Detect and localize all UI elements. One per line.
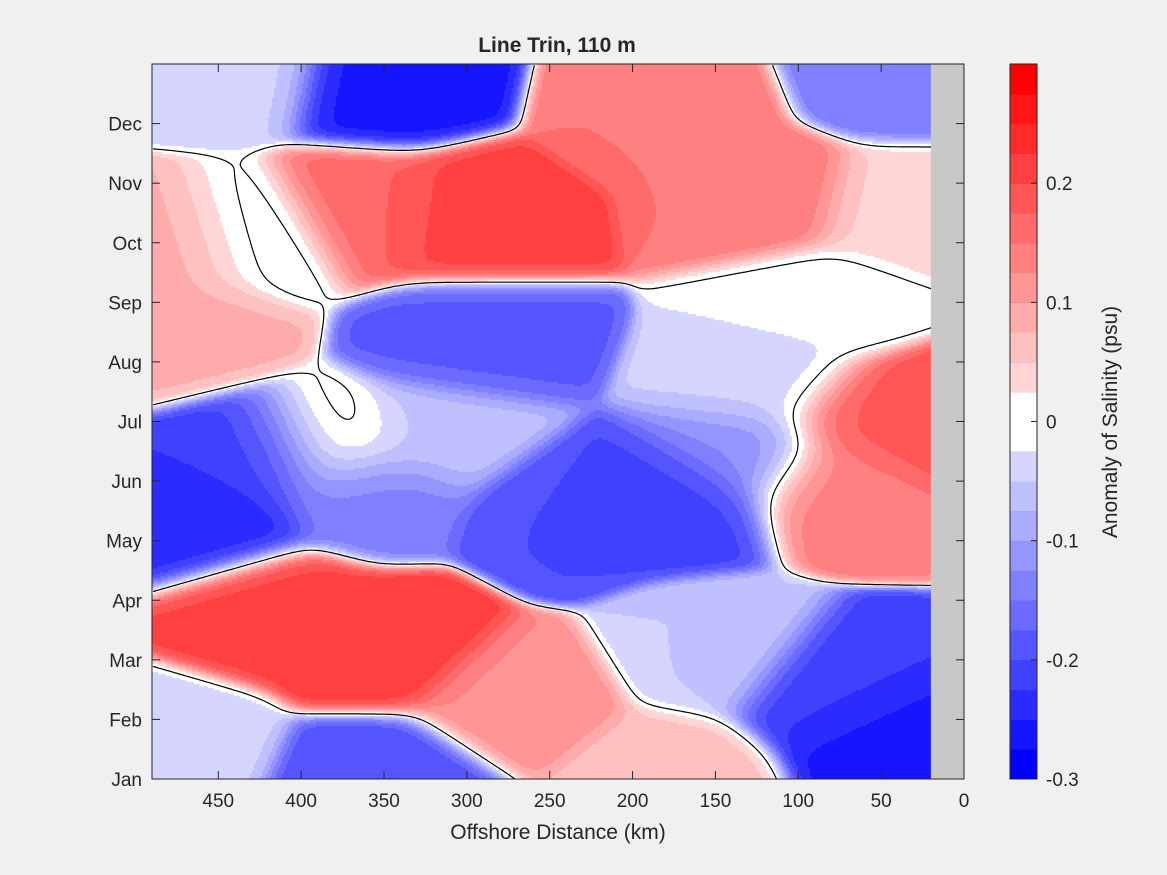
colorbar-swatch — [1010, 510, 1037, 542]
y-tick-label: Sep — [108, 293, 142, 314]
x-tick-label: 300 — [451, 791, 483, 812]
colorbar-ticks: -0.3 -0.2 -0.1 0 0.1 0.2 — [1031, 174, 1079, 791]
zero-contour — [152, 64, 931, 779]
y-tick-label: Jun — [111, 472, 142, 493]
y-tick-label: Apr — [112, 591, 142, 612]
colorbar-swatch — [1010, 212, 1037, 244]
colorbar-swatch — [1010, 630, 1037, 661]
x-axis: 450 400 350 300 250 200 150 100 50 0 — [202, 64, 969, 812]
colorbar-swatch — [1010, 421, 1037, 452]
colorbar-swatch — [1010, 540, 1037, 571]
colorbar-swatches — [1010, 63, 1037, 780]
colorbar-swatch — [1010, 391, 1037, 422]
colorbar: -0.3 -0.2 -0.1 0 0.1 0.2 Anomaly of Salinity … — [1009, 63, 1122, 791]
colorbar-swatch — [1010, 93, 1037, 125]
colorbar-swatch — [1010, 570, 1037, 601]
x-tick-label: 100 — [782, 791, 814, 812]
y-tick-label: Mar — [109, 651, 142, 672]
colorbar-swatch — [1010, 361, 1037, 393]
colorbar-swatch — [1010, 719, 1037, 750]
colorbar-label: Anomaly of Salinity (psu) — [1099, 306, 1122, 538]
y-tick-label: Dec — [108, 115, 142, 136]
y-tick-label: Nov — [108, 174, 142, 195]
y-tick-label: May — [106, 532, 142, 553]
y-axis: Jan Feb Mar Apr May Jun Jul Aug Sep Oct Nov Dec — [106, 115, 964, 791]
colorbar-tick-label: 0 — [1046, 413, 1057, 434]
colorbar-swatch — [1010, 183, 1037, 214]
colorbar-swatch — [1010, 600, 1037, 631]
y-tick-label: Jan — [111, 770, 142, 791]
plot-area — [151, 63, 965, 780]
x-tick-label: 450 — [202, 791, 234, 812]
colorbar-swatch — [1010, 242, 1037, 274]
x-axis-label: Offshore Distance (km) — [450, 821, 666, 844]
colorbar-tick-label: -0.2 — [1046, 651, 1079, 672]
colorbar-tick-label: 0.1 — [1046, 293, 1072, 314]
x-tick-label: 50 — [871, 791, 892, 812]
y-tick-label: Aug — [108, 353, 142, 374]
x-tick-label: 250 — [534, 791, 566, 812]
y-tick-label: Oct — [112, 234, 142, 255]
x-tick-label: 200 — [617, 791, 649, 812]
colorbar-swatch — [1010, 64, 1037, 95]
colorbar-swatch — [1010, 451, 1037, 482]
colorbar-swatch — [1010, 749, 1037, 780]
x-tick-label: 350 — [368, 791, 400, 812]
colorbar-swatch — [1010, 332, 1037, 363]
colorbar-swatch — [1010, 123, 1037, 154]
heatmap-field — [152, 64, 931, 779]
y-tick-label: Jul — [118, 413, 142, 434]
colorbar-swatch — [1010, 302, 1037, 333]
x-tick-label: 0 — [959, 791, 970, 812]
colorbar-tick-label: 0.2 — [1046, 174, 1072, 195]
chart-title: Line Trin, 110 m — [478, 34, 636, 57]
x-tick-label: 400 — [285, 791, 317, 812]
colorbar-swatch — [1010, 659, 1037, 691]
y-tick-label: Feb — [109, 710, 142, 731]
colorbar-tick-label: -0.1 — [1046, 532, 1079, 553]
x-tick-label: 150 — [700, 791, 732, 812]
colorbar-swatch — [1010, 272, 1037, 303]
colorbar-swatch — [1010, 481, 1037, 512]
colorbar-swatch — [1010, 153, 1037, 184]
colorbar-tick-label: -0.3 — [1046, 770, 1079, 791]
zero-contour-line — [152, 64, 931, 779]
colorbar-swatch — [1010, 689, 1037, 720]
